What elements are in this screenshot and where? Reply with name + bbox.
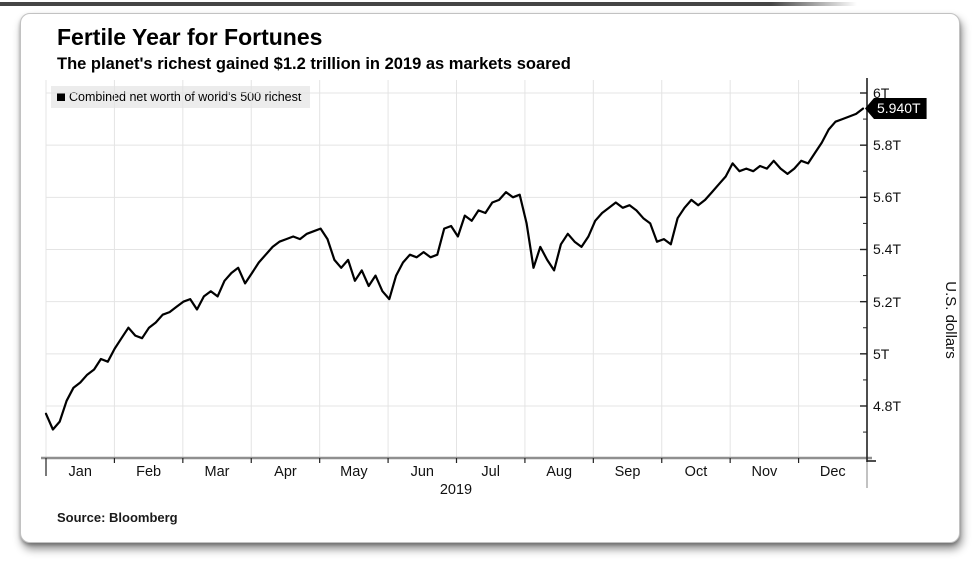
chart-subtitle: The planet's richest gained $1.2 trillio… [57,55,571,73]
x-tick-label: Feb [136,464,162,480]
chart-card: Fertile Year for Fortunes The planet's r… [20,13,960,543]
net-worth-line [44,107,865,431]
y-tick-label: 5.6T [873,189,902,206]
legend-square-icon [57,93,65,101]
x-tick-label: Nov [751,464,778,480]
y-tick-label: 5.8T [873,137,902,154]
x-axis-year-label: 2019 [439,482,473,498]
chart-title: Fertile Year for Fortunes [57,24,323,50]
x-tick-label: Aug [546,464,573,480]
x-tick-label: Mar [204,464,230,480]
y-tick-label: 5.4T [873,241,902,258]
top-divider-rule [0,2,857,6]
x-tick-label: Jun [410,464,434,480]
y-tick-label: 6T [873,85,890,101]
x-tick-label: Dec [819,464,846,480]
y-tick-label: 4.8T [873,397,902,414]
legend-label: Combined net worth of world's 500 riches… [69,90,302,104]
x-tick-label: Jul [481,464,500,480]
last-value-badge: 5.940T [865,98,927,119]
source-note: Source: Bloomberg [57,510,178,525]
y-tick-label: 5T [873,345,890,362]
x-tick-label: Jan [68,464,92,480]
x-tick-label: Sep [614,464,641,480]
x-tick-label: May [340,464,368,480]
x-tick-label: Apr [274,464,297,480]
y-tick-label: 5.2T [873,293,902,310]
legend: Combined net worth of world's 500 riches… [51,86,311,108]
x-tick-label: Oct [684,464,708,480]
y-axis-title: U.S. dollars [942,281,959,359]
